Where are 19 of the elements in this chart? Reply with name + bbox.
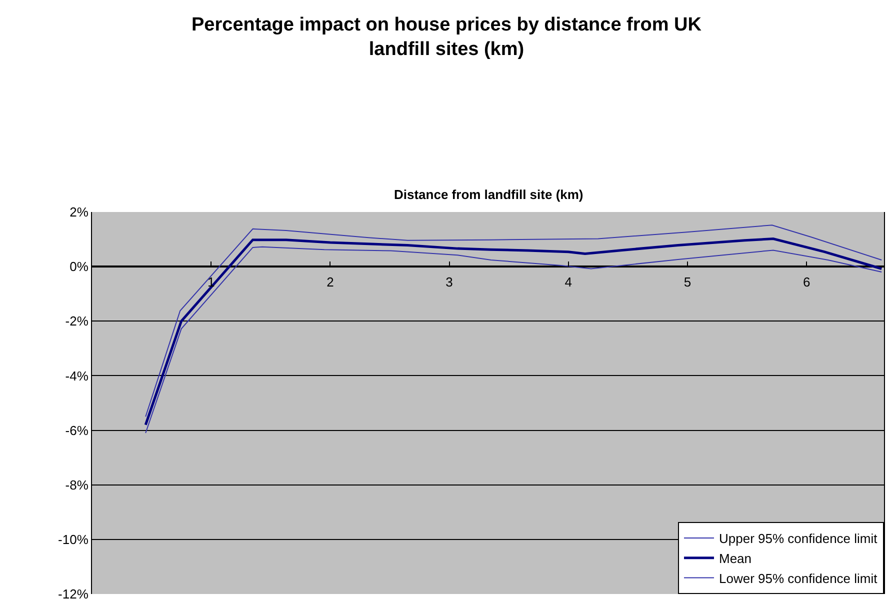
x-tick-label: 4	[564, 274, 572, 290]
chart-title: Percentage impact on house prices by distance from UK landfill sites (km)	[192, 14, 702, 60]
y-tick-label: -2%	[65, 314, 89, 329]
x-tick-label: 5	[684, 274, 692, 290]
legend-label: Lower 95% confidence limit	[719, 570, 878, 586]
y-tick-label: -4%	[65, 368, 89, 384]
x-tick-label: 2	[326, 274, 334, 290]
x-tick-label: 6	[802, 274, 810, 290]
x-axis-title: Distance from landfill site (km)	[394, 187, 584, 202]
y-tick-label: -10%	[58, 532, 89, 547]
legend-label: Upper 95% confidence limit	[719, 531, 878, 546]
y-tick-label: 0%	[70, 259, 89, 274]
y-tick-label: -8%	[65, 477, 89, 492]
x-tick-label: 3	[446, 274, 453, 290]
y-tick-label: -6%	[65, 422, 89, 438]
y-tick-label: 2%	[70, 204, 89, 220]
x-tick-label: 1	[207, 274, 215, 290]
y-tick-label: -12%	[58, 586, 89, 602]
legend-label: Mean	[719, 550, 752, 566]
